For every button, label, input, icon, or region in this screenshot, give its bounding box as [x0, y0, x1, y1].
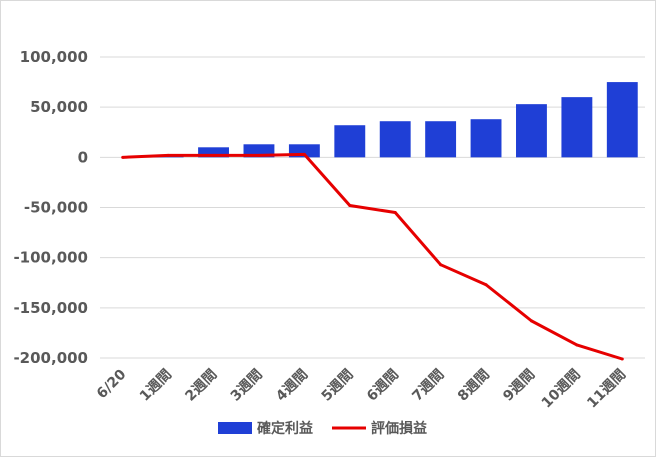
line-series — [121, 152, 624, 361]
x-tick-label: 11週間 — [584, 367, 629, 412]
y-tick-label: 50,000 — [30, 98, 88, 116]
x-tick-label: 10週間 — [539, 367, 584, 412]
line-point — [484, 283, 488, 287]
y-tick-label: -50,000 — [24, 199, 88, 217]
line-point — [121, 155, 125, 159]
line-path — [122, 152, 623, 361]
x-tick-label: 2週間 — [182, 367, 220, 405]
gridlines — [100, 56, 645, 359]
line-point — [212, 153, 216, 157]
line-point — [166, 153, 170, 157]
legend: 確定利益 評価損益 — [218, 420, 427, 437]
line-point — [302, 152, 306, 156]
x-tick-label: 9週間 — [500, 367, 538, 405]
bar — [425, 121, 457, 158]
x-axis-ticks: 6/20 1週間 2週間 3週間 4週間 5週間 6週間 7週間 8週間 9週間 10週間 11週間 — [94, 366, 629, 411]
line-point — [393, 211, 397, 215]
line-point — [575, 343, 579, 347]
bar — [379, 121, 411, 158]
x-tick-label: 3週間 — [228, 367, 266, 405]
line-point — [529, 319, 533, 323]
y-tick-label: 0 — [78, 148, 88, 166]
y-axis-ticks: -200,000 -150,000 -100,000 -50,000 0 50,000 10… — [13, 48, 88, 367]
line-point — [439, 263, 443, 267]
y-tick-label: -100,000 — [13, 249, 88, 267]
y-tick-label: -200,000 — [13, 349, 88, 367]
legend-bar-swatch — [218, 422, 252, 434]
x-tick-label: 8週間 — [455, 367, 493, 405]
line-point — [620, 357, 624, 361]
bar — [606, 82, 638, 158]
legend-label-bar: 確定利益 — [257, 420, 313, 437]
x-tick-label: 1週間 — [137, 367, 175, 405]
bar — [198, 147, 229, 158]
line-point — [348, 203, 352, 207]
x-tick-label: 4週間 — [273, 367, 311, 405]
x-tick-label: 7週間 — [409, 367, 447, 405]
x-tick-label: 6週間 — [364, 367, 402, 405]
x-tick-label: 6/20 — [94, 366, 130, 402]
legend-label-line: 評価損益 — [371, 420, 427, 437]
y-tick-label: 100,000 — [20, 48, 88, 66]
x-tick-label: 5週間 — [319, 367, 357, 405]
bar — [561, 97, 593, 158]
line-point — [257, 153, 261, 157]
y-tick-label: -150,000 — [13, 299, 88, 317]
bar-series — [152, 82, 638, 158]
bar — [334, 125, 366, 158]
bar — [470, 119, 502, 158]
bar — [516, 104, 547, 158]
